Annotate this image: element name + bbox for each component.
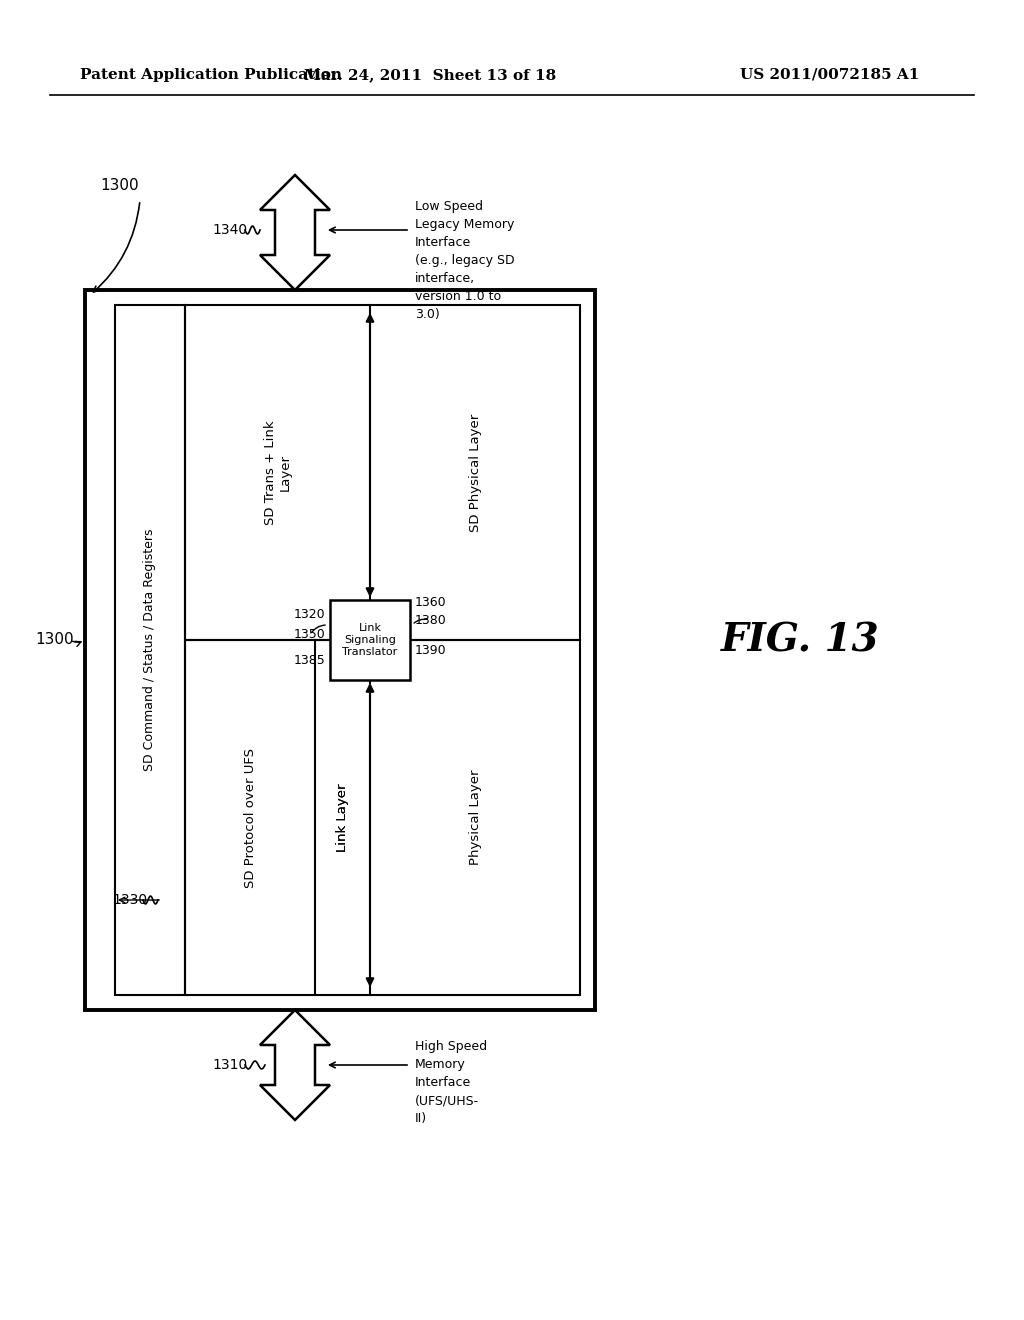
- Text: 1320: 1320: [293, 609, 325, 622]
- Polygon shape: [260, 1010, 330, 1119]
- Text: 1380: 1380: [415, 614, 446, 627]
- Text: SD Trans + Link
Layer: SD Trans + Link Layer: [264, 420, 292, 525]
- Polygon shape: [260, 176, 330, 290]
- Bar: [185, 640, 580, 995]
- Text: Link Layer: Link Layer: [336, 783, 349, 851]
- Text: Link
Signaling
Translator: Link Signaling Translator: [342, 623, 397, 656]
- Bar: [185, 305, 580, 640]
- Text: FIG. 13: FIG. 13: [721, 620, 880, 659]
- Text: 1340: 1340: [212, 223, 248, 238]
- Text: 1390: 1390: [415, 644, 446, 656]
- Text: US 2011/0072185 A1: US 2011/0072185 A1: [740, 69, 920, 82]
- Text: Physical Layer: Physical Layer: [469, 770, 481, 865]
- Text: Patent Application Publication: Patent Application Publication: [80, 69, 342, 82]
- Text: 1360: 1360: [415, 595, 446, 609]
- Text: Mar. 24, 2011  Sheet 13 of 18: Mar. 24, 2011 Sheet 13 of 18: [304, 69, 556, 82]
- Text: High Speed
Memory
Interface
(UFS/UHS-
II): High Speed Memory Interface (UFS/UHS- II…: [415, 1040, 487, 1125]
- Bar: [115, 305, 185, 995]
- Text: Link Layer: Link Layer: [336, 783, 349, 851]
- Text: SD Protocol over UFS: SD Protocol over UFS: [244, 747, 257, 887]
- Text: 1310: 1310: [212, 1059, 248, 1072]
- Text: SD Physical Layer: SD Physical Layer: [469, 413, 482, 532]
- Text: 1350: 1350: [293, 628, 325, 642]
- Text: 1385: 1385: [293, 653, 325, 667]
- Text: Low Speed
Legacy Memory
Interface
(e.g., legacy SD
interface,
version 1.0 to
3.0: Low Speed Legacy Memory Interface (e.g.,…: [415, 201, 515, 321]
- Bar: [85, 290, 595, 1010]
- Text: 1300: 1300: [36, 632, 75, 648]
- Text: 1330: 1330: [113, 894, 147, 907]
- Text: SD Command / Status / Data Registers: SD Command / Status / Data Registers: [143, 529, 157, 771]
- Text: 1300: 1300: [100, 177, 139, 193]
- Bar: [330, 601, 410, 680]
